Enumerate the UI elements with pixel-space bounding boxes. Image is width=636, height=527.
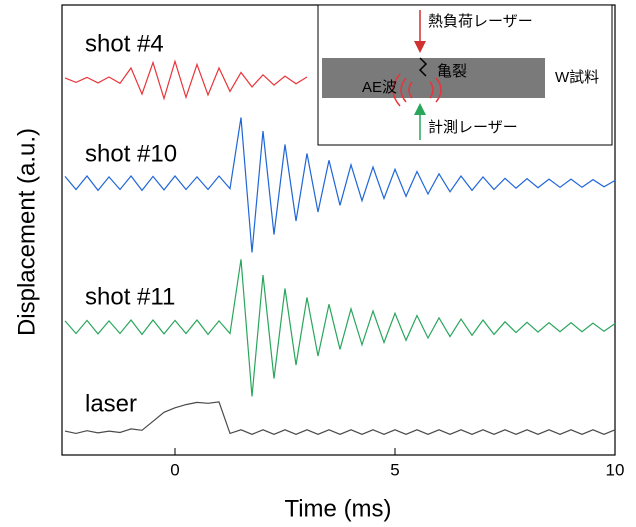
inset-label: W試料 <box>555 69 599 86</box>
x-tick-label: 0 <box>170 460 179 479</box>
series-label: shot #10 <box>85 140 177 167</box>
inset-label: 亀裂 <box>437 63 467 80</box>
trace <box>64 401 616 435</box>
trace <box>64 259 616 397</box>
inset: 熱負荷レーザー 亀裂 AE波 W試料 計測レーザー <box>317 4 613 146</box>
trace <box>64 117 616 253</box>
inset-label: AE波 <box>362 79 397 96</box>
x-tick-label: 10 <box>606 460 625 479</box>
series-label: laser <box>85 390 137 417</box>
inset-label: 熱負荷レーザー <box>428 13 533 30</box>
traces <box>64 59 616 435</box>
crack <box>418 57 428 77</box>
x-axis-label: Time (ms) <box>284 495 391 522</box>
wave-arcs <box>392 73 413 107</box>
wave-arcs <box>429 77 442 103</box>
inset-label: 計測レーザー <box>428 119 518 136</box>
series-label: shot #4 <box>85 30 164 57</box>
trace <box>64 59 308 101</box>
x-tick-label: 5 <box>390 460 399 479</box>
series-label: shot #11 <box>85 283 175 310</box>
y-axis-label: Displacement (a.u.) <box>13 128 40 336</box>
